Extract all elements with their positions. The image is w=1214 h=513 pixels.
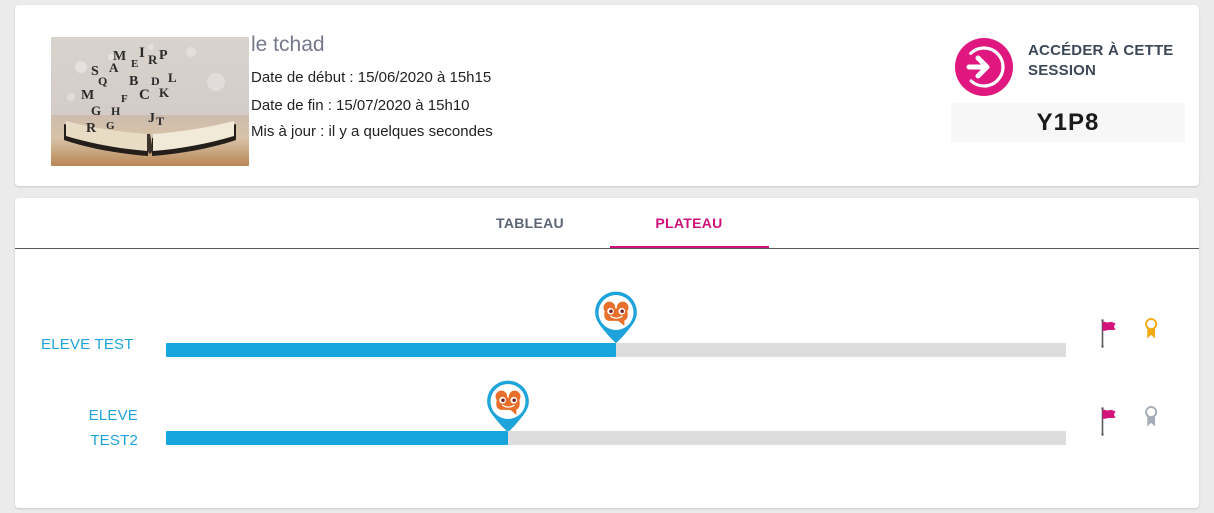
svg-text:L: L bbox=[168, 70, 177, 85]
svg-text:T: T bbox=[156, 114, 164, 128]
svg-text:G: G bbox=[91, 103, 101, 118]
svg-text:A: A bbox=[109, 60, 119, 75]
svg-text:H: H bbox=[111, 104, 121, 118]
svg-text:M: M bbox=[81, 88, 94, 103]
svg-text:P: P bbox=[159, 48, 168, 63]
svg-text:R: R bbox=[148, 52, 158, 67]
svg-text:K: K bbox=[159, 85, 170, 100]
svg-text:J: J bbox=[148, 111, 155, 126]
svg-text:Q: Q bbox=[98, 74, 107, 88]
svg-text:E: E bbox=[131, 58, 138, 70]
svg-text:B: B bbox=[129, 74, 138, 89]
svg-text:G: G bbox=[106, 120, 115, 132]
svg-text:I: I bbox=[139, 45, 145, 61]
svg-text:C: C bbox=[139, 87, 150, 103]
svg-text:F: F bbox=[121, 93, 128, 105]
svg-text:R: R bbox=[86, 121, 97, 136]
